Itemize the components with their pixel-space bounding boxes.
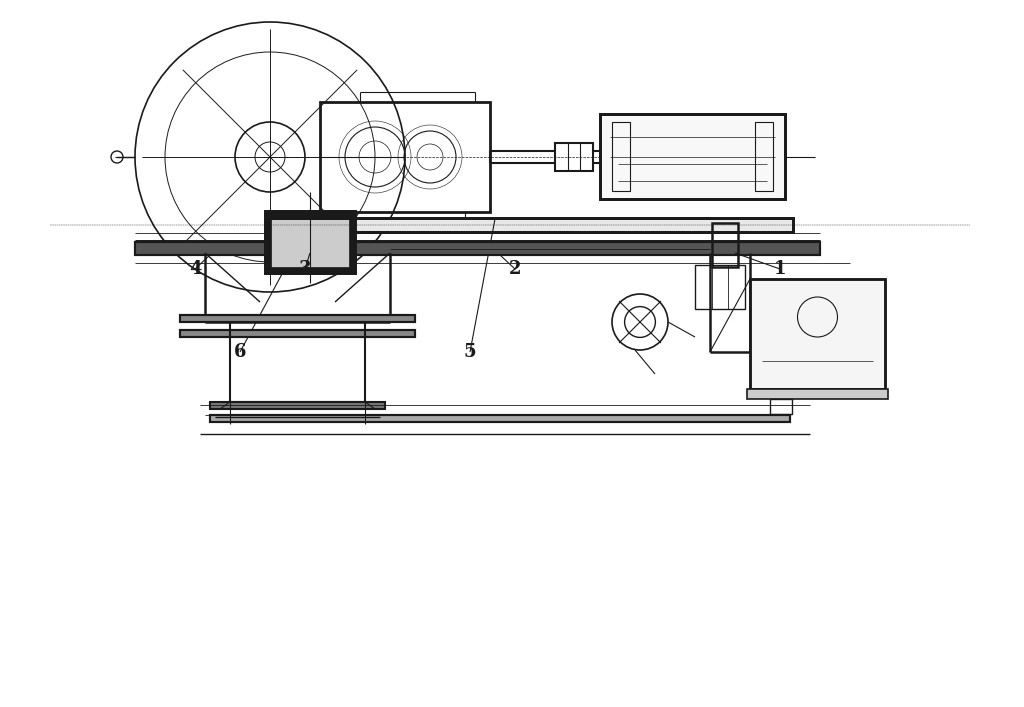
Text: 2: 2 <box>509 260 521 278</box>
Bar <box>755 122 773 191</box>
Bar <box>770 399 792 414</box>
Text: 3: 3 <box>299 260 311 278</box>
Bar <box>312 218 793 232</box>
Bar <box>180 315 415 322</box>
Bar <box>210 415 790 422</box>
Text: 4: 4 <box>188 260 202 278</box>
Bar <box>180 330 415 337</box>
Text: 5: 5 <box>464 343 476 361</box>
Bar <box>600 114 785 199</box>
Bar <box>265 211 355 272</box>
Bar <box>319 102 490 212</box>
Bar <box>210 415 790 422</box>
Text: 1: 1 <box>774 260 786 278</box>
Bar <box>135 242 820 255</box>
Bar <box>750 279 885 389</box>
Bar <box>180 315 415 322</box>
Bar <box>750 279 885 389</box>
Bar <box>265 211 355 219</box>
Bar <box>600 114 785 199</box>
Bar <box>712 223 738 267</box>
Text: 6: 6 <box>233 343 246 361</box>
Bar <box>612 122 630 191</box>
Bar <box>210 402 385 409</box>
Bar <box>265 211 355 272</box>
Bar <box>135 242 820 255</box>
Bar <box>746 389 888 399</box>
Bar <box>271 218 349 267</box>
Bar <box>312 218 793 232</box>
Bar <box>555 143 593 171</box>
Bar <box>695 265 745 309</box>
Bar <box>180 330 415 337</box>
